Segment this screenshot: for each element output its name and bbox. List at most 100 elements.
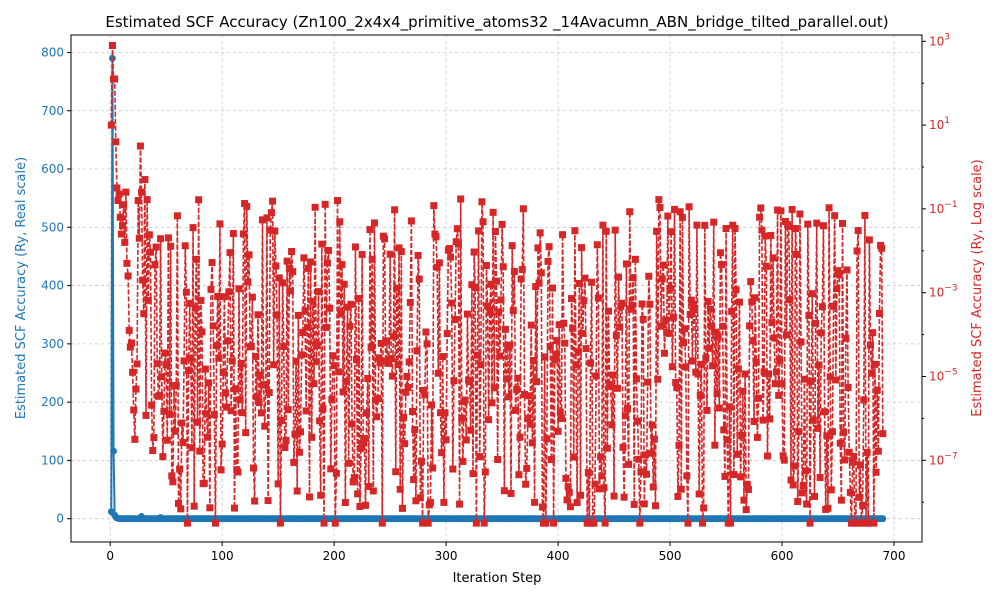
right-series-point [498,220,506,228]
right-series-point [609,371,617,379]
right-series-point [685,203,693,211]
right-series-point [111,75,119,83]
right-series-point [797,338,805,346]
right-series-point [159,453,167,461]
right-series-point [640,500,648,508]
right-series-point [555,321,563,329]
right-series-point [534,244,542,252]
right-series-point [365,482,373,490]
right-series-point [843,266,851,274]
right-series-point [323,259,331,267]
right-series-point [133,360,141,368]
right-series-point [526,420,534,428]
right-series-point [753,433,761,441]
right-series-point [721,472,729,480]
right-tick-label: 10−7 [929,451,958,467]
right-series-point [496,352,504,360]
right-series-point [870,519,878,527]
right-series-point [149,447,157,455]
right-series-point [737,473,745,481]
right-series-point [169,478,177,486]
right-series-point [410,476,418,484]
right-series-point [150,434,158,442]
right-series-point [503,375,511,383]
x-tick-label: 100 [211,549,234,563]
right-axis-label: Estimated SCF Accuracy (Ry, Log scale) [970,159,985,417]
left-axis-label: Estimated SCF Accuracy (Ry, Real scale) [14,157,29,419]
right-series-point [386,250,394,258]
right-series-point [270,361,278,369]
right-series-point [517,275,525,283]
right-series-point [576,491,584,499]
right-series-point [441,409,449,417]
right-series-point [794,498,802,506]
right-series-point [186,299,194,307]
right-series-point [348,420,356,428]
right-series-point [755,394,763,402]
right-series-point [835,271,843,279]
right-series-point [160,407,168,415]
right-series-point [649,483,657,491]
right-series-point [701,221,709,229]
right-series-point [749,337,757,345]
right-series-point [793,250,801,258]
right-series-point [258,216,266,224]
right-series-point [501,325,509,333]
right-series-point [706,305,714,313]
right-series-point [147,248,155,256]
right-series-point [677,485,685,493]
right-series-point [734,365,742,373]
right-series-point [244,278,252,286]
right-series-point [238,409,246,417]
right-series-point [771,380,779,388]
right-series-point [757,204,765,212]
right-tick-label: 10−1 [929,200,958,216]
right-series-point [373,413,381,421]
right-series-point [466,378,474,386]
right-series-point [131,435,139,443]
right-series-point [654,375,662,383]
right-tick-label: 103 [929,32,950,48]
right-series-point [702,354,710,362]
right-series-point [126,343,134,351]
right-series-point [700,504,708,512]
right-series-point [429,464,437,472]
right-series-point [831,212,839,220]
right-series-point [516,433,524,441]
right-series-point [417,457,425,465]
right-series-point [393,284,401,292]
right-series-point [499,263,507,271]
right-series-point [313,341,321,349]
right-series-point [404,384,412,392]
right-series-point [204,433,212,441]
right-series-point [416,494,424,502]
right-series-point [143,196,151,204]
right-series-point [487,280,495,288]
right-series-point [336,218,344,226]
right-series-point [639,315,647,323]
right-series-point [581,274,589,282]
right-series-point [286,287,294,295]
right-series-point [507,489,515,497]
right-series-point [384,359,392,367]
right-series-point [785,222,793,230]
right-series-point [612,331,620,339]
right-series-point [580,297,588,305]
right-series-point [653,227,661,235]
right-series-point [209,322,217,330]
right-series-point [536,229,544,237]
right-series-point [153,360,161,368]
right-series-point [484,302,492,310]
right-series-point [778,380,786,388]
right-series-point [473,351,481,359]
right-series-point [171,427,179,435]
right-series-point [120,201,128,209]
right-series-point [145,231,153,239]
right-series-point [518,265,526,273]
right-series-point [357,444,365,452]
right-series-point [220,293,228,301]
right-series-point [227,407,235,415]
right-series-point [694,370,702,378]
right-series-point [712,328,720,336]
right-series-point [339,388,347,396]
